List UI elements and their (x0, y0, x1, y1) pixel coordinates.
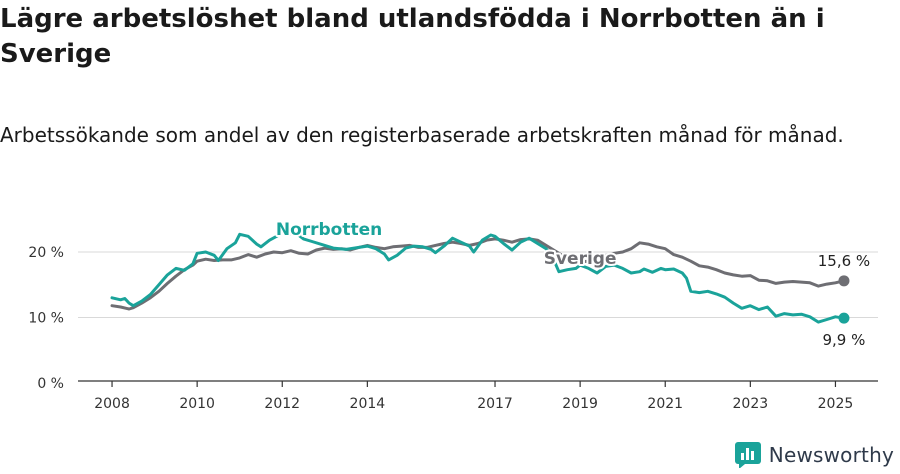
x-tick-label: 2017 (477, 396, 513, 412)
series-labels: 15,6 % 9,9 % Sverige Norrbotten (274, 218, 870, 349)
series-end-value-label: 15,6 % (818, 252, 870, 270)
y-tick-label: 20 % (28, 245, 64, 261)
x-axis: 2008 2010 2012 2014 2017 2019 2021 2023 2025 (78, 380, 878, 412)
x-tick-label: 2008 (94, 396, 130, 412)
y-tick-label: 0 % (37, 376, 64, 392)
series-line-sverige (110, 237, 846, 311)
series-name-label: Norrbotten (276, 220, 382, 240)
x-tick-label: 2012 (264, 396, 300, 412)
series-lines (110, 230, 850, 324)
newsworthy-logo: Newsworthy (734, 442, 894, 468)
series-line-norrbotten (110, 230, 846, 324)
x-tick-label: 2014 (350, 396, 386, 412)
x-tick-label: 2023 (733, 396, 769, 412)
series-end-marker (838, 275, 850, 287)
series-end-value-label: 9,9 % (823, 331, 866, 349)
y-tick-label: 10 % (28, 311, 64, 327)
chart-title: Lägre arbetslöshet bland utlandsfödda i … (0, 4, 825, 69)
series-name-label: Sverige (544, 249, 617, 269)
brand-name: Newsworthy (768, 443, 894, 467)
newsworthy-bar-chart-logo-icon (734, 442, 761, 468)
x-tick-label: 2010 (179, 396, 215, 412)
x-tick-label: 2025 (818, 396, 854, 412)
series-end-marker (838, 312, 850, 324)
gridlines: 0 % 10 % 20 % (28, 245, 878, 392)
x-tick-label: 2021 (647, 396, 683, 412)
line-chart: 0 % 10 % 20 % 2008 2010 2012 2014 2017 2019 2021… (28, 218, 878, 412)
chart-subtitle: Arbetssökande som andel av den registerb… (0, 123, 844, 147)
x-tick-label: 2019 (562, 396, 598, 412)
